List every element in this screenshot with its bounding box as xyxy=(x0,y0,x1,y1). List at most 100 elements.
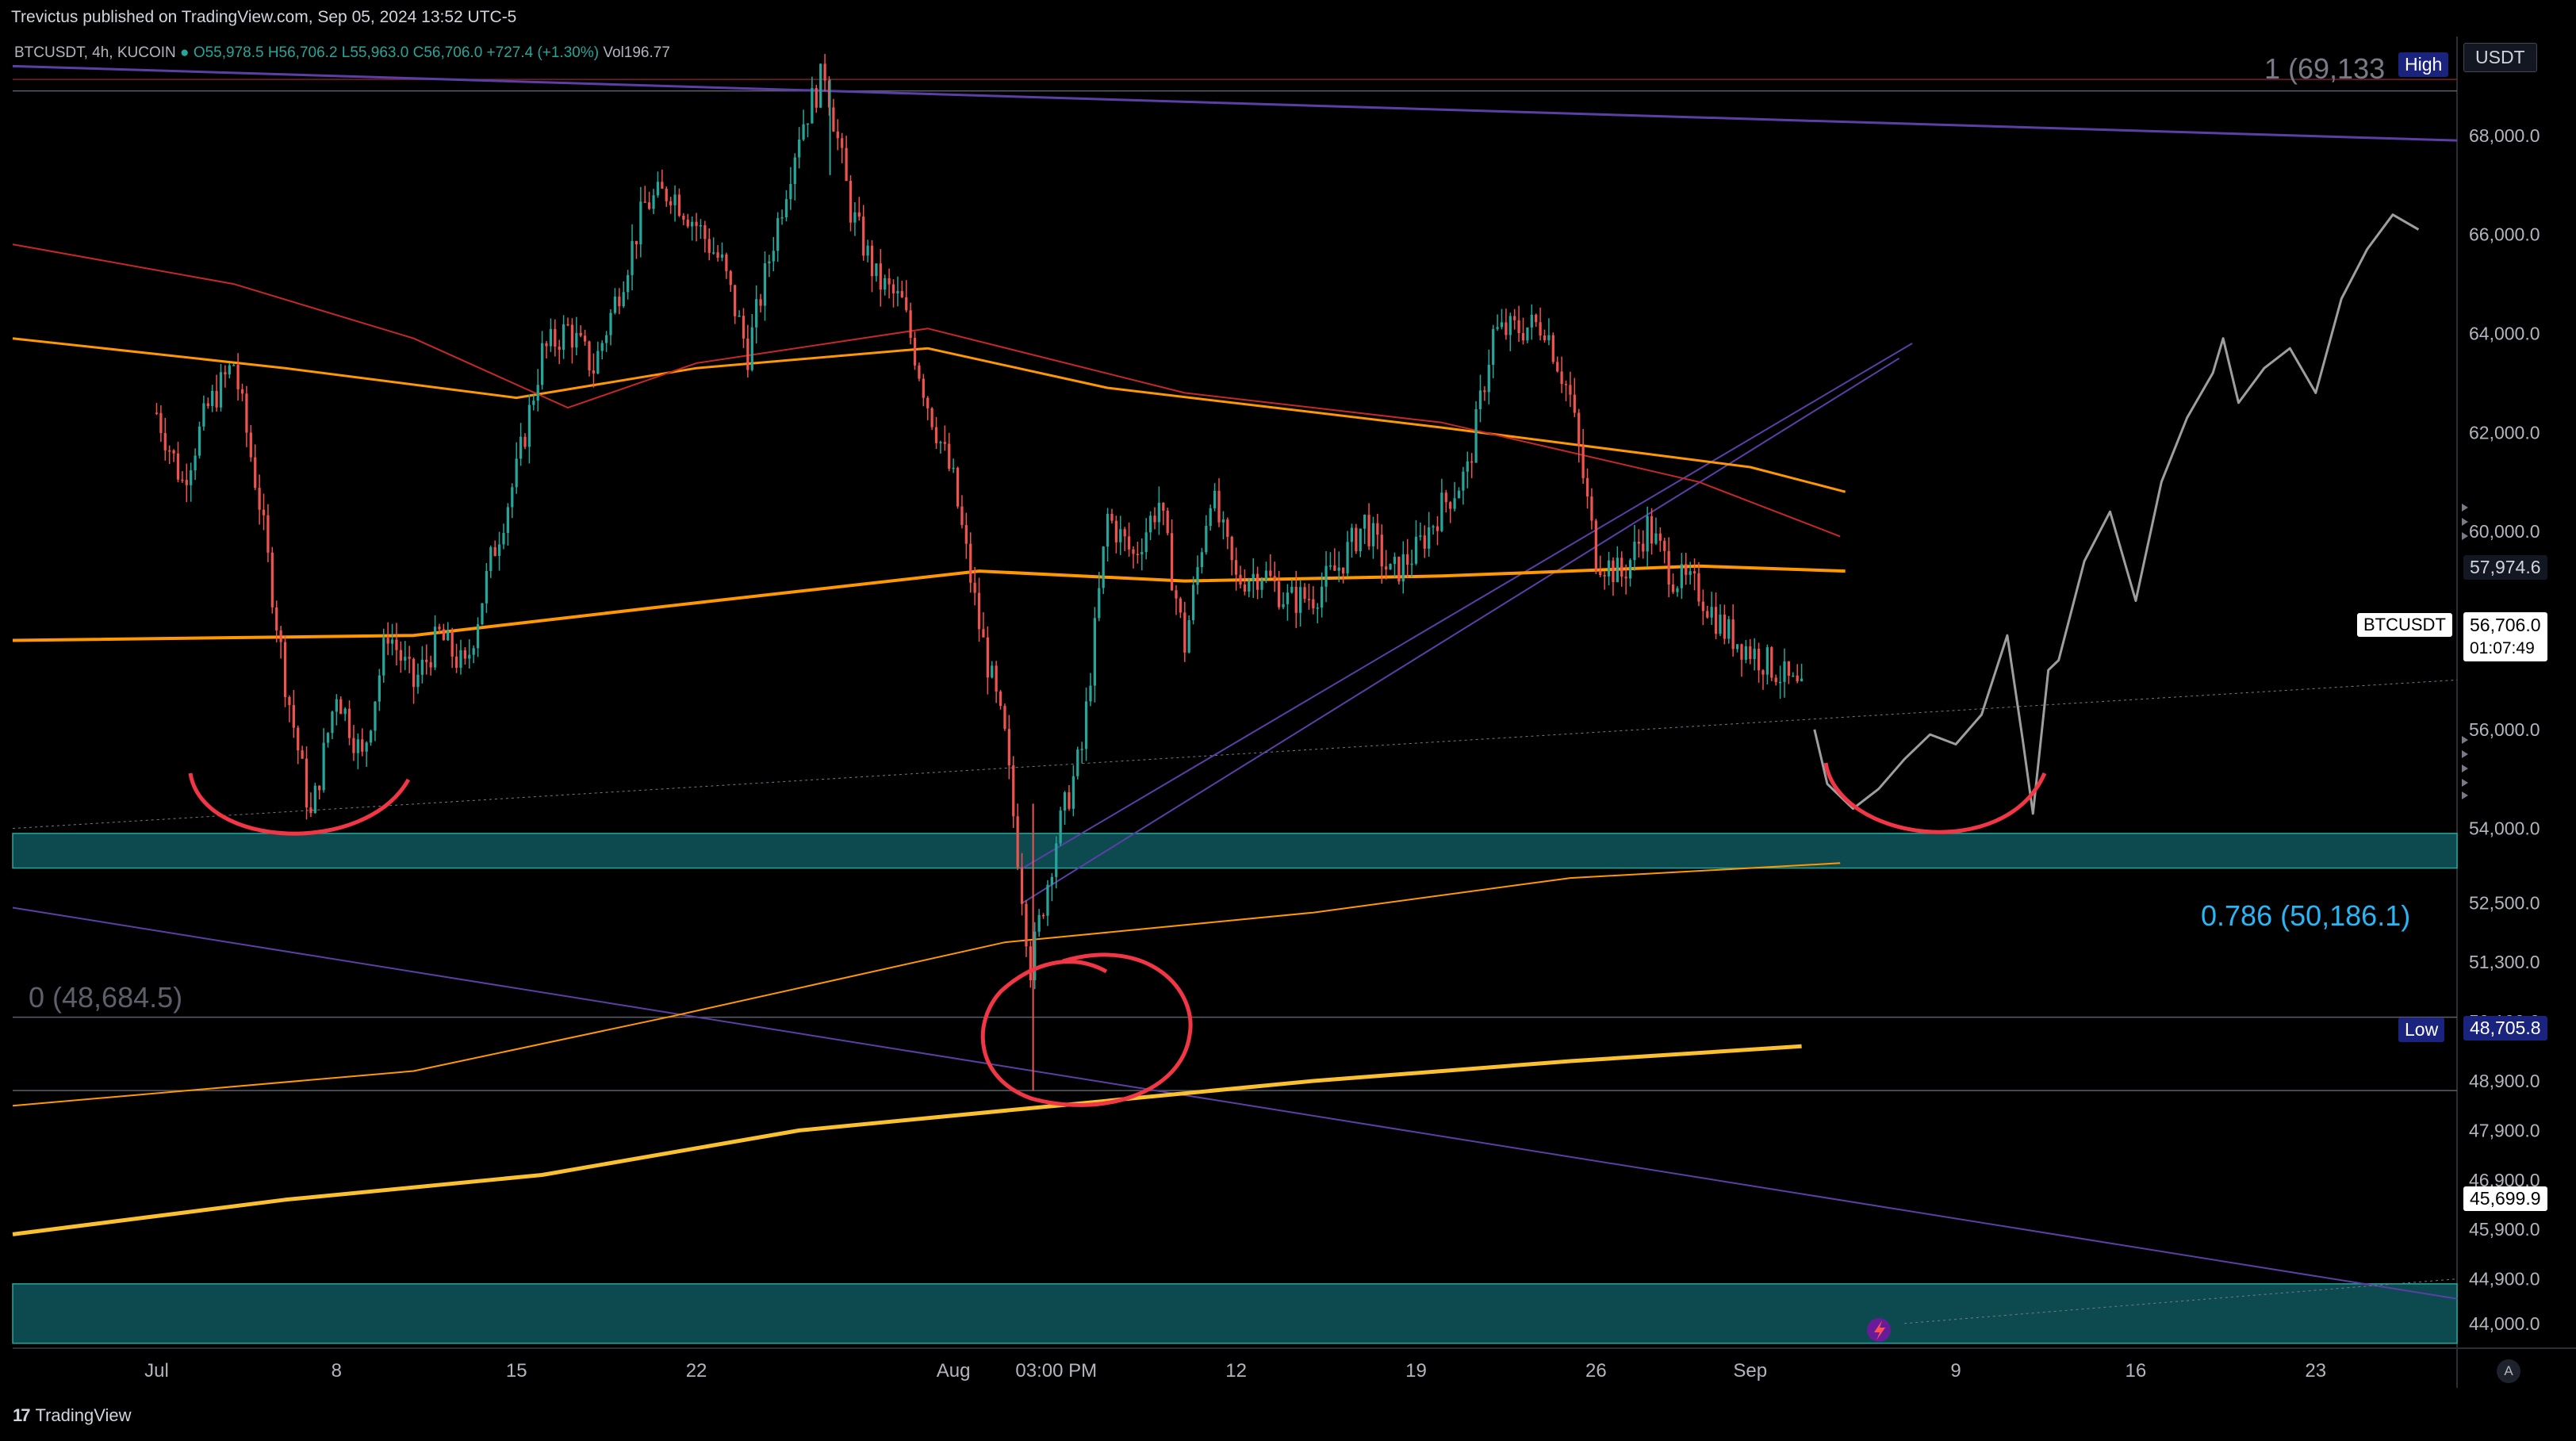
candle-body-208 xyxy=(1041,914,1045,917)
candle-body-359 xyxy=(1689,571,1692,575)
candle-body-244 xyxy=(1196,567,1199,585)
price-projection-line xyxy=(1813,213,2420,815)
candle-body-340 xyxy=(1607,560,1611,577)
candle-body-312 xyxy=(1487,364,1490,393)
candle-body-373 xyxy=(1749,646,1752,660)
candle-body-257 xyxy=(1252,573,1255,581)
candle-body-367 xyxy=(1723,614,1726,639)
candle-body-36 xyxy=(305,758,309,808)
candle-body-326 xyxy=(1547,335,1551,340)
candle-body-363 xyxy=(1706,611,1709,618)
candle-body-282 xyxy=(1359,528,1362,552)
support-arc-left xyxy=(188,772,411,836)
candle-body-146 xyxy=(776,218,780,251)
candle-body-127 xyxy=(695,221,698,226)
candle-body-63 xyxy=(420,659,424,675)
candle-body-242 xyxy=(1187,619,1190,653)
candle-body-228 xyxy=(1127,536,1131,550)
candle-body-298 xyxy=(1428,527,1431,549)
candle-body-109 xyxy=(618,296,621,307)
candle-body-180 xyxy=(922,378,925,398)
candle-body-291 xyxy=(1397,557,1401,582)
candle-body-185 xyxy=(943,442,946,444)
candle-body-49 xyxy=(361,739,364,752)
candle-body-169 xyxy=(875,263,878,277)
candle-body-300 xyxy=(1436,526,1439,531)
candle-body-18 xyxy=(228,365,231,375)
candle-body-34 xyxy=(297,727,300,751)
candle-body-79 xyxy=(489,547,493,571)
candle-body-32 xyxy=(288,696,291,706)
y-tick-label: 54,000.0 xyxy=(2469,818,2540,839)
plot-area[interactable] xyxy=(13,36,2457,1348)
candle-body-30 xyxy=(279,630,282,642)
candle-body-186 xyxy=(948,443,951,469)
y-tick-label: 51,300.0 xyxy=(2469,952,2540,972)
candle-body-14 xyxy=(211,390,214,407)
candle-body-85 xyxy=(515,458,518,488)
candle-body-114 xyxy=(639,201,642,245)
candle-body-368 xyxy=(1727,619,1731,639)
level-badge-45699: 45,699.9 xyxy=(2463,1186,2547,1211)
candle-body-27 xyxy=(266,515,270,553)
symbol-legend[interactable]: BTCUSDT, 4h, KUCOIN ● O55,978.5 H56,706.… xyxy=(14,44,670,62)
candle-body-352 xyxy=(1658,533,1662,541)
candle-body-369 xyxy=(1731,619,1735,650)
candle-body-377 xyxy=(1765,647,1769,675)
candle-body-155 xyxy=(815,88,818,108)
candle-body-365 xyxy=(1714,607,1718,634)
candle-body-12 xyxy=(202,403,205,427)
moving-average-4 xyxy=(12,862,1841,1107)
candle-body-69 xyxy=(447,630,450,641)
y-tick-label: 48,900.0 xyxy=(2469,1071,2540,1091)
currency-button[interactable]: USDT xyxy=(2463,43,2537,72)
candle-body-100 xyxy=(579,332,582,336)
candle-body-98 xyxy=(570,324,574,348)
candle-body-164 xyxy=(853,212,857,223)
candle-body-134 xyxy=(725,254,728,271)
footer-brand[interactable]: 17 TradingView xyxy=(13,1405,132,1426)
candle-body-224 xyxy=(1110,513,1114,521)
y-tick-label: 64,000.0 xyxy=(2469,323,2540,343)
candle-body-276 xyxy=(1333,565,1336,571)
flash-icon[interactable] xyxy=(1867,1318,1891,1342)
candle-body-225 xyxy=(1114,520,1118,542)
candle-body-324 xyxy=(1539,322,1542,336)
candle-body-195 xyxy=(986,637,989,678)
candle-body-343 xyxy=(1620,558,1623,577)
candle-body-24 xyxy=(254,457,257,489)
candle-body-205 xyxy=(1029,946,1032,981)
fib-label-0786: 0.786 (50,186.1) xyxy=(2201,899,2411,932)
candle-body-315 xyxy=(1500,322,1504,328)
last-price-value: 56,706.0 xyxy=(2470,615,2541,635)
candle-body-44 xyxy=(339,699,343,715)
candle-body-278 xyxy=(1342,567,1345,574)
legend-symbol[interactable]: BTCUSDT, 4h, KUCOIN xyxy=(14,44,176,61)
candle-body-175 xyxy=(900,290,903,297)
candle-body-252 xyxy=(1230,536,1233,561)
candle-body-93 xyxy=(549,328,553,347)
candle-body-76 xyxy=(476,624,480,649)
candle-body-267 xyxy=(1294,586,1298,613)
candle-body-280 xyxy=(1350,527,1354,542)
auto-scale-button[interactable]: A xyxy=(2497,1359,2520,1383)
candle-body-292 xyxy=(1401,554,1405,582)
candle-body-105 xyxy=(600,343,604,351)
candle-body-77 xyxy=(481,603,484,625)
candle-body-187 xyxy=(952,467,955,469)
candle-body-212 xyxy=(1059,811,1062,844)
x-tick-label: Jul xyxy=(144,1360,169,1382)
candle-body-110 xyxy=(622,292,625,307)
candle-body-297 xyxy=(1423,535,1426,549)
candle-body-16 xyxy=(219,372,223,408)
candle-body-339 xyxy=(1603,575,1606,577)
x-tick-label: 15 xyxy=(506,1360,527,1382)
candle-body-213 xyxy=(1063,792,1067,811)
candle-body-251 xyxy=(1226,519,1229,537)
candle-body-130 xyxy=(707,239,711,253)
candle-body-107 xyxy=(609,312,612,335)
candle-body-371 xyxy=(1740,644,1743,660)
candle-body-25 xyxy=(258,488,261,510)
candle-body-209 xyxy=(1046,884,1049,916)
